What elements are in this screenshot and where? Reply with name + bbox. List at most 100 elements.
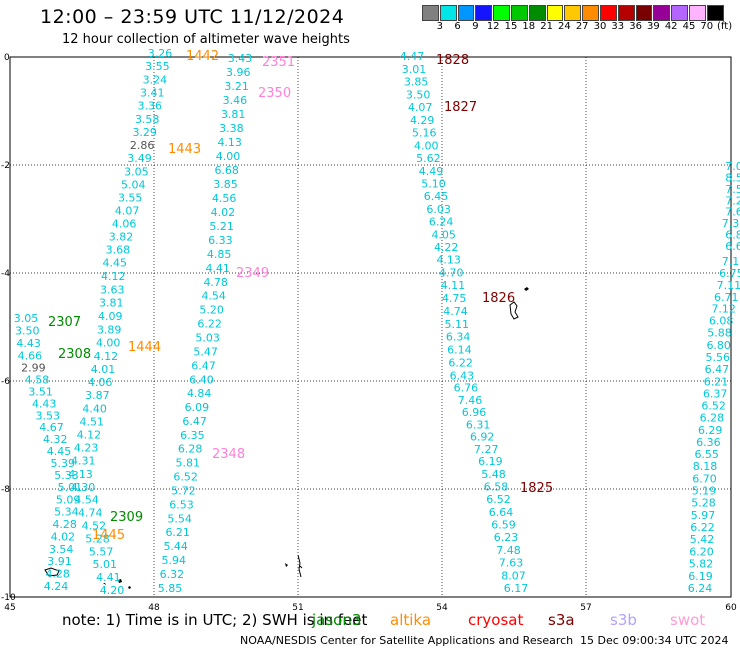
wave-height-value: 4.41 (205, 262, 230, 275)
wave-height-value: 3.29 (132, 126, 157, 139)
wave-height-value: 3.05 (124, 165, 149, 178)
color-scale-swatch (688, 5, 706, 21)
wave-height-value: 5.20 (199, 304, 224, 317)
color-scale-swatch (528, 5, 546, 21)
wave-height-value: 4.22 (434, 241, 459, 254)
wave-height-value: 6.36 (696, 436, 721, 449)
wave-height-value: 6.21 (704, 375, 729, 388)
color-scale-bar (422, 5, 725, 21)
legend-item-cryosat: cryosat (468, 611, 524, 629)
wave-height-value: 5.04 (121, 178, 146, 191)
color-scale-label: 30 (593, 21, 607, 32)
wave-height-value: 7.0 (725, 160, 740, 173)
y-tick-label: -10 (1, 593, 16, 603)
wave-height-value: 6.22 (690, 521, 715, 534)
wave-height-value: 5.94 (162, 554, 187, 567)
color-scale-swatch (671, 5, 688, 21)
pass-time-label: 2309 (110, 510, 143, 525)
wave-height-value: 5.21 (209, 220, 234, 233)
wave-height-value: 6.35 (180, 429, 205, 442)
wave-height-value: 6.70 (692, 472, 717, 485)
wave-height-value: 6.47 (705, 363, 730, 376)
wave-height-value: 6.33 (208, 234, 233, 247)
wave-height-value: 6.75 (719, 267, 740, 280)
wave-height-value: 4.07 (115, 204, 140, 217)
color-scale-swatch (546, 5, 564, 21)
wave-height-value: 6.52 (173, 471, 198, 484)
wave-height-value: 6.22 (197, 318, 222, 331)
wave-height-value: 3.53 (36, 409, 61, 422)
pass-time-label: 1825 (520, 481, 553, 496)
wave-height-value: 5.81 (176, 457, 201, 470)
wave-height-value: 6.20 (689, 545, 714, 558)
wave-height-value: 4.06 (112, 218, 137, 231)
wave-height-value: 4.47 (400, 50, 425, 63)
wave-height-value: 4.23 (74, 442, 99, 455)
wave-height-value: 3.43 (228, 52, 253, 65)
wave-height-value: 4.13 (217, 136, 242, 149)
pass-time-label: 1443 (168, 142, 201, 157)
wave-height-value: 6.03 (426, 203, 451, 216)
wave-height-value: 4.11 (441, 279, 466, 292)
wave-height-value: 5.16 (412, 127, 437, 140)
wave-height-value: 5.28 (85, 532, 110, 545)
color-scale-swatch (564, 5, 582, 21)
legend-item-s3b: s3b (610, 611, 637, 629)
wave-height-value: 6.09 (185, 401, 210, 414)
wave-height-value: 4.51 (80, 415, 105, 428)
wave-height-value: 4.45 (103, 257, 128, 270)
wave-height-value: 6.24 (429, 216, 454, 229)
pass-time-label: 1445 (92, 528, 125, 543)
wave-height-value: 6.43 (450, 369, 475, 382)
wave-height-value: 4.12 (101, 270, 126, 283)
wave-height-value: 4.13 (436, 254, 461, 267)
x-tick-label: 51 (292, 603, 303, 613)
wave-height-value: 4.09 (98, 310, 123, 323)
wave-height-value: 6.08 (709, 315, 734, 328)
wave-height-value: 4.28 (52, 518, 77, 531)
wave-height-value: 5.48 (481, 468, 506, 481)
color-scale-swatch (475, 5, 493, 21)
wave-height-value: 5.88 (707, 327, 732, 340)
wave-height-value: 6.64 (489, 506, 514, 519)
pass-time-label: 1442 (186, 49, 219, 64)
wave-height-value: 3.46 (223, 94, 248, 107)
wave-height-value: 3.50 (406, 88, 431, 101)
wave-height-value: 6.23 (494, 531, 519, 544)
y-tick-label: -8 (1, 485, 10, 495)
wave-height-value: 4.66 (18, 349, 43, 362)
footer-date: 15 Dec 09:00:34 UTC 2024 (580, 634, 729, 647)
plot-frame (9, 56, 732, 598)
wave-height-value: 3.05 (14, 312, 39, 325)
wave-height-value: 4.74 (443, 305, 468, 318)
wave-height-value: 3.58 (135, 113, 160, 126)
wave-height-value: 5.39 (51, 457, 76, 470)
pass-time-label: 2348 (212, 447, 245, 462)
wave-height-value: 6.22 (448, 356, 473, 369)
wave-height-value: 4.00 (96, 337, 121, 350)
color-scale-label: 21 (540, 21, 553, 32)
color-scale-swatch (439, 5, 457, 21)
color-scale-label: (ft) (717, 21, 733, 32)
wave-height-value: 6.80 (706, 339, 731, 352)
wave-height-value: 5.01 (93, 558, 118, 571)
wave-height-value: 4.02 (211, 206, 236, 219)
wave-height-value: 3.55 (145, 60, 170, 73)
wave-height-value: 3.81 (221, 108, 246, 121)
wave-height-value: 5.82 (689, 558, 714, 571)
island-shape (297, 554, 303, 578)
wave-height-value: 5.34 (54, 506, 79, 519)
wave-height-value: 6.71 (714, 291, 739, 304)
wave-height-value: 4.32 (43, 433, 68, 446)
wave-height-value: 5.11 (445, 318, 470, 331)
wave-height-value: 3.87 (85, 389, 110, 402)
wave-height-value: 6.31 (466, 418, 491, 431)
wave-height-value: 7.12 (711, 303, 736, 316)
pass-time-label: 1826 (482, 291, 515, 306)
wave-height-value: 6.47 (182, 415, 207, 428)
wave-height-value: 3.51 (28, 385, 53, 398)
wave-height-value: 5.42 (690, 533, 715, 546)
wave-height-value: 4.74 (78, 507, 103, 520)
wave-height-value: 7.63 (499, 557, 524, 570)
wave-height-value: 4.00 (216, 150, 241, 163)
